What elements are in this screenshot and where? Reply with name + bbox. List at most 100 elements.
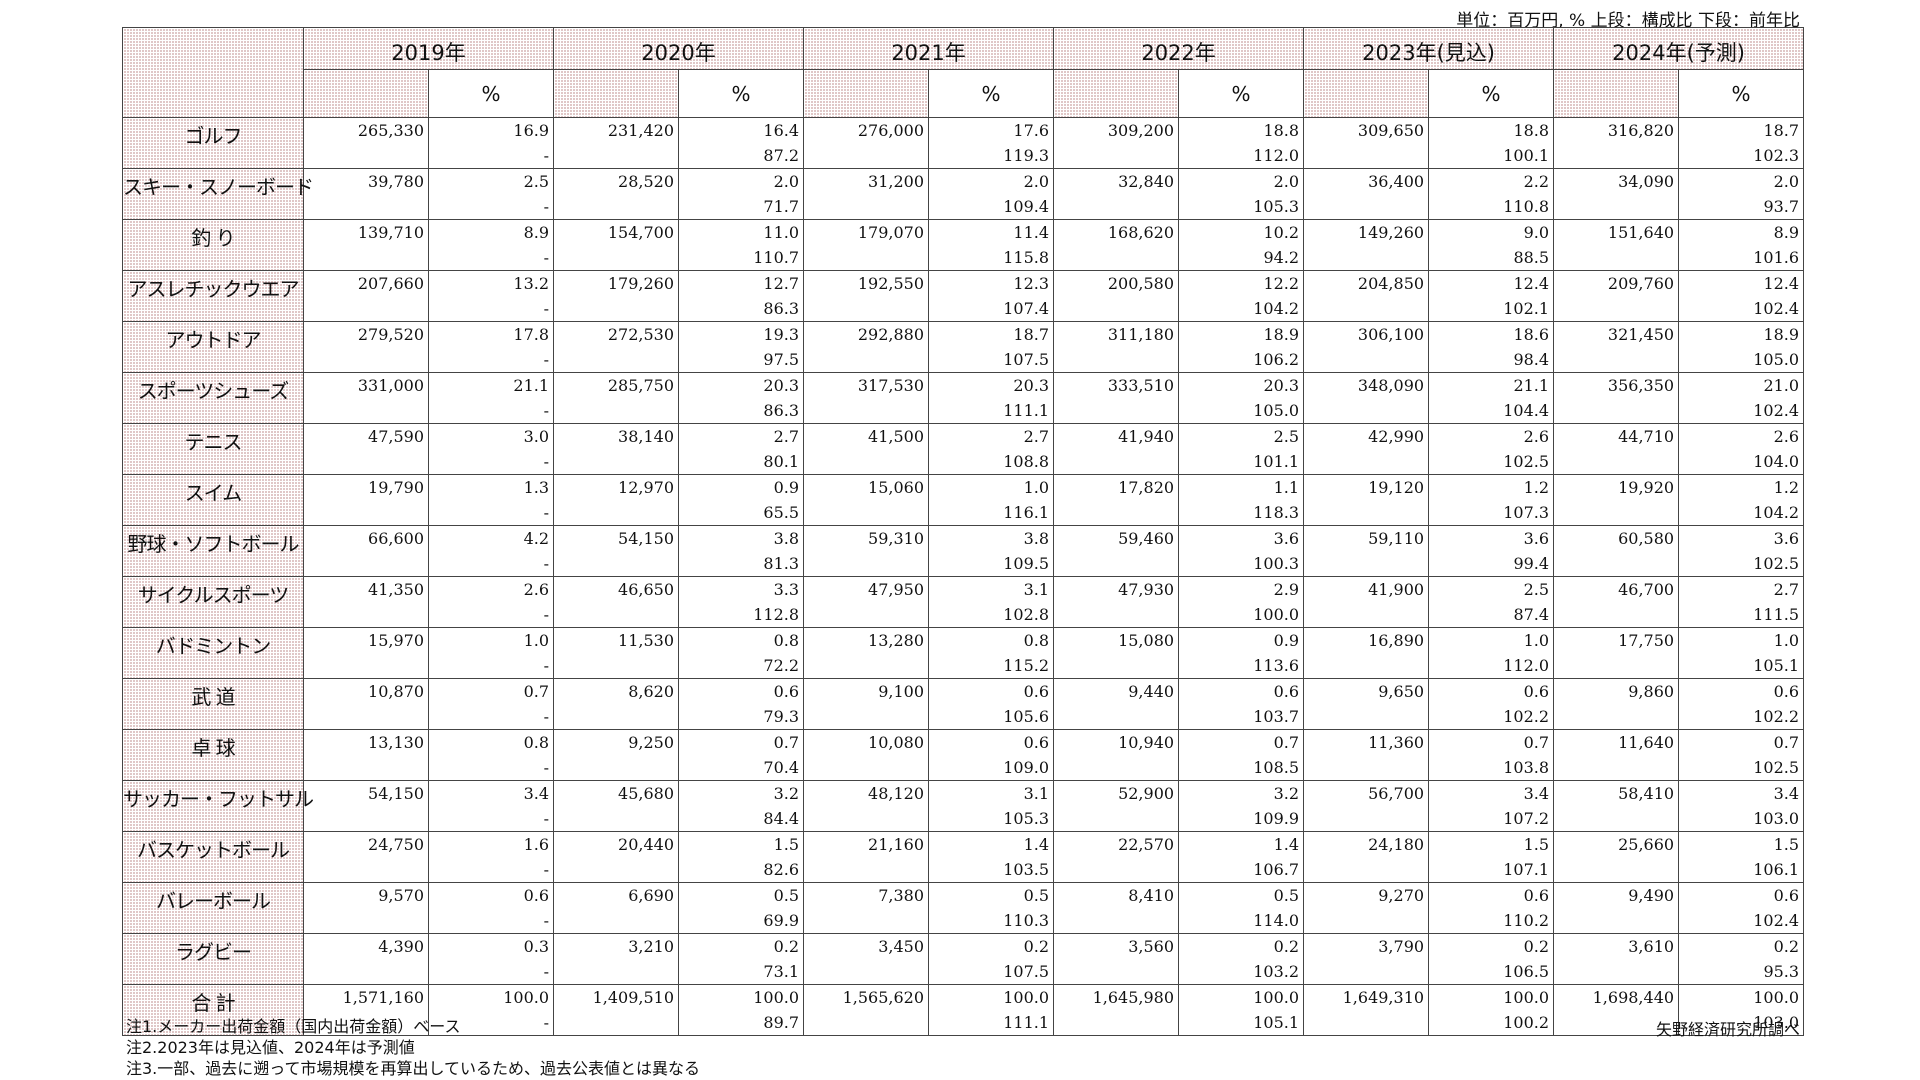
- yoy-value: -: [543, 146, 550, 165]
- percent-cell: 2.5 87.4: [1428, 576, 1555, 628]
- yoy-value: 86.3: [763, 299, 800, 318]
- amount-cell: 21,160: [803, 831, 930, 883]
- share-value: 2.2: [1523, 172, 1550, 191]
- percent-cell: 0.6 109.0: [928, 729, 1055, 781]
- yoy-value: 104.0: [1753, 452, 1800, 471]
- yoy-value: 102.8: [1003, 605, 1050, 624]
- yoy-value: 112.0: [1253, 146, 1300, 165]
- category-label: 釣 り: [122, 219, 304, 271]
- share-value: 2.6: [523, 580, 550, 599]
- yoy-value: 112.0: [1503, 656, 1550, 675]
- header-year-row: 2019年 2020年 2021年 2022年 2023年(見込) 2024年(…: [122, 27, 1805, 118]
- yoy-value: 105.6: [1003, 707, 1050, 726]
- category-label: バドミントン: [122, 627, 304, 679]
- yoy-value: 100.1: [1503, 146, 1550, 165]
- table-row: スポーツシューズ 331,000 21.1 -285,750 20.3 86.3 317,5…: [122, 372, 1805, 424]
- header-sub-row: % % % % % %: [123, 69, 1805, 118]
- share-value: 3.4: [1773, 784, 1800, 803]
- yoy-value: 97.5: [763, 350, 800, 369]
- yoy-value: -: [543, 401, 550, 420]
- amount-header-cell: [1303, 69, 1430, 118]
- share-value: 8.9: [523, 223, 550, 242]
- yoy-value: 109.4: [1003, 197, 1050, 216]
- share-value: 3.1: [1023, 784, 1050, 803]
- amount-cell: 11,640: [1553, 729, 1680, 781]
- percent-cell: 21.0 102.4: [1678, 372, 1805, 424]
- table-row: ゴルフ 265,330 16.9-231,420 16.4 87.2 276,000 17.…: [122, 117, 1805, 169]
- percent-cell: 100.0 89.7: [678, 984, 805, 1036]
- yoy-value: 80.1: [763, 452, 800, 471]
- yoy-value: 107.5: [1003, 350, 1050, 369]
- percent-cell: 1.3 -: [427, 474, 555, 526]
- percent-cell: 21.1 -: [427, 372, 555, 424]
- percent-cell: 1.0 116.1: [928, 474, 1055, 526]
- percent-cell: 2.0 93.7: [1678, 168, 1805, 220]
- yoy-value: 115.8: [1003, 248, 1050, 267]
- percent-cell: 0.2 95.3: [1678, 933, 1805, 985]
- percent-cell: 1.0 112.0: [1428, 627, 1555, 679]
- yoy-value: 95.3: [1763, 962, 1800, 981]
- yoy-value: -: [543, 809, 550, 828]
- yoy-value: 105.0: [1253, 401, 1300, 420]
- share-value: 3.6: [1773, 529, 1800, 548]
- yoy-value: 100.3: [1253, 554, 1300, 573]
- amount-cell: 41,350: [303, 576, 429, 628]
- percent-cell: 0.2 107.5: [928, 933, 1055, 985]
- yoy-value: 86.3: [763, 401, 800, 420]
- yoy-value: -: [543, 656, 550, 675]
- yoy-value: 110.8: [1503, 197, 1550, 216]
- footnote: 注3.一部、過去に遡って市場規模を再算出しているため、過去公表値とは異なる: [126, 1059, 700, 1078]
- percent-cell: 12.7 86.3: [678, 270, 805, 322]
- yoy-value: 102.5: [1753, 758, 1800, 777]
- percent-cell: 1.5 82.6: [678, 831, 805, 883]
- percent-cell: 18.7 107.5: [928, 321, 1055, 373]
- yoy-value: -: [543, 605, 550, 624]
- table-row: ラグビー 4,390 0.3-3,210 0.2 73.1 3,450 0.2 107.5 3,…: [122, 933, 1805, 985]
- yoy-value: 113.6: [1253, 656, 1300, 675]
- amount-cell: 10,080: [803, 729, 930, 781]
- amount-cell: 231,420: [553, 117, 680, 169]
- share-value: 3.6: [1273, 529, 1300, 548]
- amount-cell: 66,600: [303, 525, 429, 577]
- amount-cell: 48,120: [803, 780, 930, 832]
- yoy-value: -: [543, 860, 550, 879]
- percent-cell: 100.0 111.1: [928, 984, 1055, 1036]
- amount-cell: 52,900: [1053, 780, 1180, 832]
- share-value: 21.1: [513, 376, 550, 395]
- amount-cell: 15,080: [1053, 627, 1180, 679]
- percent-cell: 2.6 104.0: [1678, 423, 1805, 475]
- yoy-value: 109.9: [1253, 809, 1300, 828]
- share-value: 0.3: [523, 937, 550, 956]
- amount-cell: 10,940: [1053, 729, 1180, 781]
- percent-cell: 1.4 106.7: [1178, 831, 1305, 883]
- yoy-value: 87.2: [763, 146, 800, 165]
- percent-cell: 0.9 65.5: [678, 474, 805, 526]
- share-value: 3.4: [523, 784, 550, 803]
- amount-cell: 11,360: [1303, 729, 1430, 781]
- amount-cell: 60,580: [1553, 525, 1680, 577]
- percent-cell: 2.7 80.1: [678, 423, 805, 475]
- yoy-value: 118.3: [1253, 503, 1300, 522]
- percent-cell: 1.5 106.1: [1678, 831, 1805, 883]
- share-value: 0.5: [773, 886, 800, 905]
- category-label: バスケットボール: [122, 831, 304, 883]
- category-label: スキー・スノーボード: [122, 168, 314, 220]
- percent-cell: 0.6 -: [427, 882, 555, 934]
- category-label: テニス: [122, 423, 304, 475]
- amount-cell: 31,200: [803, 168, 930, 220]
- share-value: 3.8: [773, 529, 800, 548]
- amount-cell: 356,350: [1553, 372, 1680, 424]
- share-value: 2.9: [1273, 580, 1300, 599]
- percent-cell: 0.2 103.2: [1178, 933, 1305, 985]
- yoy-value: -: [543, 248, 550, 267]
- percent-cell: 3.4 107.2: [1428, 780, 1555, 832]
- yoy-value: 98.4: [1513, 350, 1550, 369]
- category-label: サイクルスポーツ: [122, 576, 304, 628]
- share-value: 17.6: [1013, 121, 1050, 140]
- amount-cell: 3,790: [1303, 933, 1430, 985]
- percent-header: %: [1678, 69, 1805, 118]
- year-header: 2020年: [553, 27, 805, 70]
- share-value: 0.6: [1523, 886, 1550, 905]
- amount-cell: 15,060: [803, 474, 930, 526]
- share-value: 13.2: [513, 274, 550, 293]
